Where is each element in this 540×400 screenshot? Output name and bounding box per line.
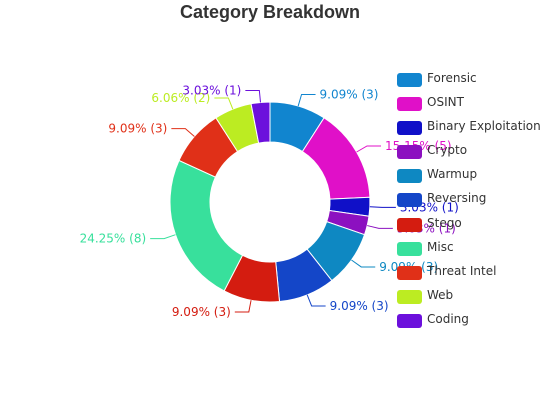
legend-item-coding[interactable]: Coding xyxy=(397,311,540,335)
legend-item-binary-exploitation[interactable]: Binary Exploitation xyxy=(397,118,540,142)
legend-item-warmup[interactable]: Warmup xyxy=(397,166,540,190)
legend-swatch xyxy=(397,169,422,184)
legend-label: Threat Intel xyxy=(427,263,497,278)
label-line-reversing xyxy=(306,294,326,307)
legend-label: Warmup xyxy=(427,167,478,182)
legend-swatch xyxy=(397,97,422,112)
label-line-binary-exploitation xyxy=(369,206,396,208)
legend-swatch xyxy=(397,265,422,280)
legend-item-forensic[interactable]: Forensic xyxy=(397,70,540,94)
label-line-coding xyxy=(245,90,261,103)
chart-legend: Forensic OSINT Binary Exploitation Crypto Wa… xyxy=(397,70,540,335)
legend-label: OSINT xyxy=(427,95,464,110)
legend-item-reversing[interactable]: Reversing xyxy=(397,190,540,214)
legend-swatch xyxy=(397,217,422,232)
label-line-forensic xyxy=(297,94,316,107)
legend-label: Forensic xyxy=(427,71,477,85)
legend-label: Stego xyxy=(427,215,462,230)
slice-misc[interactable] xyxy=(169,159,244,292)
data-label-web: 6.06% (2) xyxy=(151,91,210,105)
slice-coding[interactable] xyxy=(250,101,271,144)
data-label-threat-intel: 9.09% (3) xyxy=(108,122,167,136)
data-label-coding: 3.03% (1) xyxy=(182,84,241,98)
data-label-reversing: 9.09% (3) xyxy=(330,299,389,313)
chart-title: Category Breakdown xyxy=(179,2,361,22)
legend-item-misc[interactable]: Misc xyxy=(397,239,540,263)
legend-swatch xyxy=(397,193,422,208)
label-line-osint xyxy=(356,145,381,153)
legend-label: Misc xyxy=(427,239,454,254)
label-line-misc xyxy=(150,234,176,240)
legend-item-stego[interactable]: Stego xyxy=(397,215,540,239)
legend-swatch xyxy=(397,289,422,304)
legend-label: Coding xyxy=(427,311,469,326)
legend-label: Binary Exploitation xyxy=(427,119,540,134)
legend-item-threat-intel[interactable]: Threat Intel xyxy=(397,263,540,287)
label-line-crypto xyxy=(367,225,393,229)
data-label-stego: 9.09% (3) xyxy=(172,305,231,319)
label-line-web xyxy=(214,97,234,110)
legend-label: Crypto xyxy=(427,143,468,158)
label-line-stego xyxy=(234,300,252,313)
legend-swatch xyxy=(397,241,422,256)
legend-swatch xyxy=(397,313,422,328)
legend-item-osint[interactable]: OSINT xyxy=(397,94,540,118)
legend-swatch xyxy=(397,145,422,160)
legend-swatch xyxy=(397,121,422,136)
data-label-misc: 24.25% (8) xyxy=(80,232,147,246)
label-line-threat-intel xyxy=(171,128,195,137)
label-line-warmup xyxy=(351,259,376,268)
legend-item-crypto[interactable]: Crypto xyxy=(397,142,540,166)
legend-item-web[interactable]: Web xyxy=(397,287,540,311)
legend-label: Reversing xyxy=(427,191,487,206)
legend-label: Web xyxy=(427,287,454,302)
legend-swatch xyxy=(397,73,422,87)
data-label-forensic: 9.09% (3) xyxy=(320,88,379,102)
